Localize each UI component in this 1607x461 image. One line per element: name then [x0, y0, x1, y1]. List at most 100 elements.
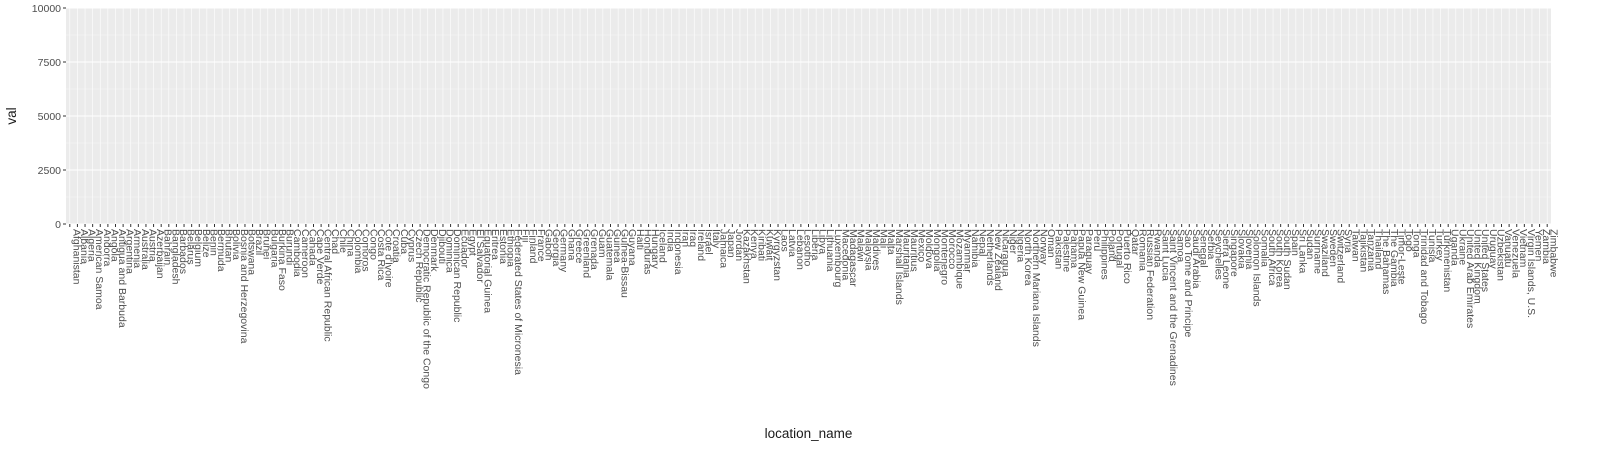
x-tick-label: Tunisia	[1426, 229, 1438, 263]
x-tick-label: France	[535, 229, 547, 262]
x-tick-label: Northern Mariana Islands	[1030, 229, 1042, 347]
x-tick-label: Chile	[337, 229, 349, 253]
x-tick-label: Cambodia	[291, 229, 303, 277]
x-tick-label: Macedonia	[839, 229, 851, 281]
x-tick-label: Slovakia	[1235, 229, 1247, 269]
x-tick-label: Finland	[527, 229, 539, 264]
x-tick-label: Tanzania	[1365, 229, 1377, 271]
x-tick-label: South Sudan	[1281, 229, 1293, 290]
x-tick-label: Vanuatu	[1502, 229, 1514, 267]
x-tick-label: Bulgaria	[268, 229, 280, 268]
x-tick-label: Liberia	[809, 229, 821, 261]
x-tick-label: Iraq	[687, 229, 699, 247]
x-tick-label: Iceland	[657, 229, 669, 263]
x-tick-label: Gabon	[542, 229, 554, 261]
x-tick-label: South Africa	[1266, 229, 1278, 286]
x-tick-label: Honduras	[641, 229, 653, 275]
x-tick-label: Sweden	[1327, 229, 1339, 267]
x-tick-label: Mozambique	[954, 229, 966, 289]
x-tick-label: American Samoa	[93, 229, 105, 310]
x-tick-label: Lesotho	[801, 229, 813, 267]
x-tick-label: Mali	[878, 229, 890, 248]
x-tick-label: Norway	[1037, 229, 1049, 265]
x-tick-label: Virgin Islands, U.S.	[1525, 229, 1537, 318]
x-tick-label: Maldives	[870, 229, 882, 270]
x-tick-label: Sri Lanka	[1296, 229, 1308, 274]
x-tick-label: Afghanistan	[70, 229, 82, 285]
x-tick-label: Netherlands	[984, 229, 996, 286]
x-tick-label: Lebanon	[794, 229, 806, 270]
x-tick-label: Eritrea	[489, 229, 501, 260]
x-tick-label: El Salvador	[474, 229, 486, 283]
y-axis-ticks: 0 2500 5000 7500 10000	[32, 3, 66, 231]
x-tick-label: Suriname	[1312, 229, 1324, 274]
x-tick-label: Hungary	[649, 229, 661, 269]
x-tick-label: Portugal	[1114, 229, 1126, 268]
x-tick-label: Uruguay	[1487, 229, 1499, 269]
x-tick-label: Nigeria	[1015, 229, 1027, 262]
x-tick-label: Ecuador	[459, 229, 471, 269]
x-tick-label: Slovenia	[1243, 229, 1255, 269]
x-tick-label: Somalia	[1258, 229, 1270, 267]
x-tick-label: Djibouti	[436, 229, 448, 264]
x-tick-label: Saudi Arabia	[1190, 229, 1202, 289]
x-tick-label: Papua New Guinea	[1076, 229, 1088, 320]
x-tick-label: Poland	[1106, 229, 1118, 262]
y-tick-label: 7500	[38, 57, 62, 69]
x-tick-label: Colombia	[352, 229, 364, 274]
x-tick-label: Nepal	[977, 229, 989, 256]
x-tick-label: Lithuania	[824, 229, 836, 272]
x-tick-label: Dominican Republic	[451, 229, 463, 322]
x-tick-label: Kenya	[748, 229, 760, 259]
x-tick-label: Malta	[885, 229, 897, 255]
x-tick-label: Belarus	[185, 229, 197, 265]
x-tick-label: Nicaragua	[999, 229, 1011, 277]
x-tick-label: New Zealand	[992, 229, 1004, 291]
x-tick-label: Mexico	[916, 229, 928, 262]
x-tick-label: Jamaica	[718, 229, 730, 268]
y-tick-label: 2500	[38, 165, 62, 177]
x-tick-label: Grenada	[588, 229, 600, 270]
x-tick-label: Bolivia	[230, 229, 242, 260]
x-tick-label: India	[664, 229, 676, 252]
x-tick-label: Guyana	[626, 229, 638, 266]
x-tick-label: Palestine	[1060, 229, 1072, 272]
x-tick-label: Montenegro	[938, 229, 950, 285]
x-tick-label: Comoros	[360, 229, 372, 272]
x-tick-label: Spain	[1289, 229, 1301, 256]
x-tick-label: Timor-Leste	[1395, 229, 1407, 285]
x-tick-label: Serbia	[1205, 229, 1217, 260]
x-tick-label: Costa Rica	[375, 229, 387, 281]
x-tick-label: Cyprus	[405, 229, 417, 262]
x-tick-label: Uzbekistan	[1494, 229, 1506, 281]
x-tick-label: Thailand	[1373, 229, 1385, 269]
x-tick-label: South Korea	[1274, 229, 1286, 288]
x-tick-label: Marshall Islands	[893, 229, 905, 305]
x-tick-label: Moldova	[923, 229, 935, 269]
x-tick-label: Greece	[573, 229, 585, 264]
x-tick-label: Turkmenistan	[1441, 229, 1453, 292]
x-tick-label: Mauritius	[908, 229, 920, 272]
x-tick-label: The Bahamas	[1380, 229, 1392, 294]
x-tick-label: Benin	[207, 229, 219, 256]
x-tick-label: China	[344, 229, 356, 257]
x-tick-label: Tajikistan	[1357, 229, 1369, 272]
x-tick-label: Taiwan	[1350, 229, 1362, 262]
x-tick-label: Kyrgyzstan	[771, 229, 783, 281]
x-tick-label: Bermuda	[215, 229, 227, 272]
x-tick-label: United States	[1479, 229, 1491, 292]
x-tick-label: Federated States of Micronesia	[512, 229, 524, 375]
x-tick-label: Ethiopia	[504, 229, 516, 267]
x-tick-label: Philippines	[1098, 229, 1110, 280]
x-tick-label: Brazil	[253, 229, 265, 255]
x-tick-label: Andorra	[101, 229, 113, 267]
x-tick-label: Zimbabwe	[1548, 229, 1560, 278]
x-tick-label: Germany	[558, 229, 570, 273]
x-tick-label: United Arab Emirates	[1464, 229, 1476, 328]
x-tick-label: United Kingdom	[1472, 229, 1484, 304]
x-tick-label: Guam	[596, 229, 608, 258]
x-tick-label: Mauritania	[900, 229, 912, 278]
x-tick-label: Indonesia	[672, 229, 684, 275]
x-tick-label: Cote d'Ivoire	[383, 229, 395, 288]
x-tick-label: Haiti	[634, 229, 646, 250]
